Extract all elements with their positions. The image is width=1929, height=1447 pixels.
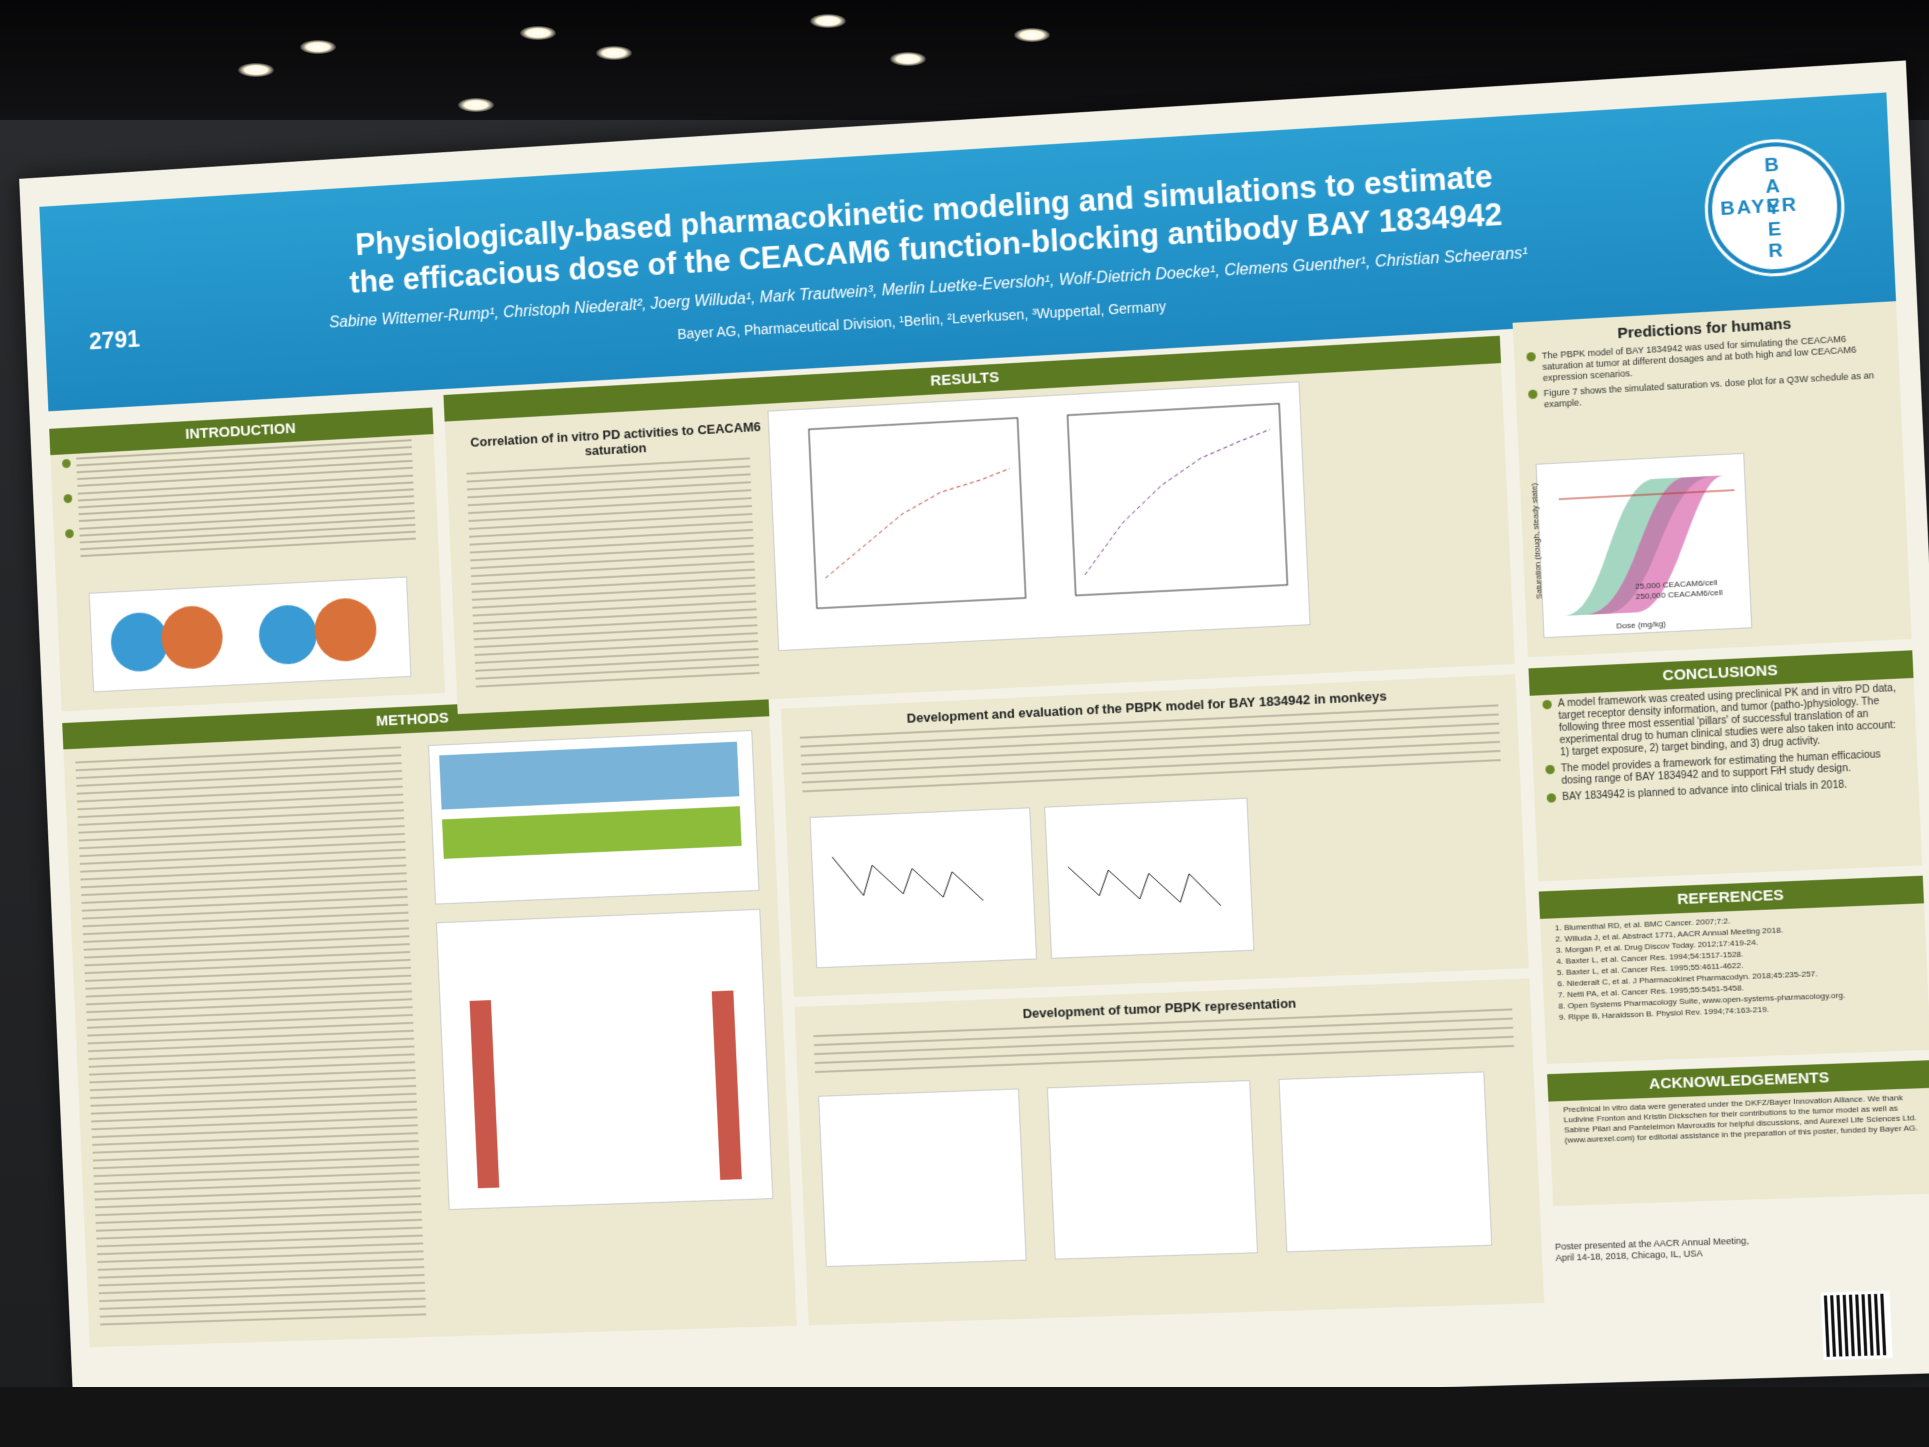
figure-4a-curve	[821, 468, 1014, 578]
ceiling-light	[1014, 28, 1050, 42]
bullet-icon	[63, 494, 72, 503]
methods-panel: METHODS	[62, 689, 797, 1347]
ceiling-light	[890, 52, 926, 66]
correlation-heading: Correlation of in vitro PD activities to…	[469, 419, 764, 465]
figure-4b-axes	[1068, 404, 1288, 596]
workflow-bottom-box	[442, 806, 742, 859]
figure-4b-curve	[1079, 429, 1277, 575]
conclusions-panel: CONCLUSIONS A model framework was create…	[1528, 650, 1922, 881]
acknowledgements-text: Preclinical in vitro data were generated…	[1563, 1092, 1920, 1145]
poster-number: 2791	[89, 326, 141, 356]
introduction-panel: INTRODUCTION	[49, 407, 445, 711]
bullet-icon	[1545, 765, 1555, 775]
tumor-cell-icon	[160, 605, 224, 671]
conclusion-bullet: A model framework was created using prec…	[1542, 683, 1904, 761]
venous-blood-pool	[470, 1000, 500, 1188]
t-cell-icon	[258, 604, 318, 666]
ceiling-light	[238, 63, 274, 77]
figure-5b-svg	[1045, 799, 1253, 958]
bullet-icon	[1526, 352, 1536, 362]
ceiling-light	[520, 26, 556, 40]
figure-5a-svg	[811, 808, 1036, 967]
conclusion-text-1: A model framework was created using prec…	[1558, 683, 1904, 760]
figure-3-schematic	[436, 909, 773, 1210]
bayer-logo: BAYER BAYER	[1705, 138, 1844, 276]
bullet-icon	[65, 529, 74, 538]
figure-4-svg	[768, 382, 1309, 650]
tumor-cell-icon	[313, 597, 377, 663]
logo-text-horizontal: BAYER	[1720, 194, 1799, 221]
figure-5b-line	[1068, 860, 1221, 912]
ceiling-light	[458, 98, 494, 112]
figure-5b-plot	[1044, 798, 1254, 959]
ceiling-light	[810, 14, 846, 28]
acknowledgements-panel: ACKNOWLEDGEMENTS Preclinical in vitro da…	[1547, 1060, 1929, 1206]
t-cell-diagram	[90, 578, 411, 692]
figure-4-plots	[767, 381, 1310, 651]
floor	[0, 1387, 1929, 1447]
results-panel: RESULTS Correlation of in vitro PD activ…	[443, 336, 1514, 714]
figure-2-workflow	[428, 730, 759, 905]
bullet-icon	[1542, 700, 1552, 710]
conference-poster: 2791 Physiologically-based pharmacokinet…	[19, 60, 1929, 1425]
arterial-blood-pool	[712, 990, 742, 1179]
figure-7-plot: Dose (mg/kg) 25,000 CEACAM6/cell 250,000 …	[1536, 453, 1753, 638]
poster-footer: Poster presented at the AACR Annual Meet…	[1555, 1232, 1867, 1264]
predictions-panel: Predictions for humans The PBPK model of…	[1513, 301, 1912, 657]
pbpk-monkey-panel: Development and evaluation of the PBPK m…	[781, 674, 1529, 997]
ceiling-light	[300, 40, 336, 54]
t-cell-icon	[110, 611, 170, 672]
figure-5a-plot	[809, 807, 1037, 968]
ceiling-light	[596, 46, 632, 60]
figure-6a-plot	[818, 1088, 1027, 1267]
tumor-pbpk-panel: Development of tumor PBPK representation	[794, 978, 1544, 1325]
figure-6c-plot	[1278, 1071, 1492, 1252]
bullet-icon	[1528, 390, 1538, 400]
figure-5a-line	[832, 851, 983, 907]
qr-code	[1821, 1290, 1893, 1360]
correlation-text	[466, 457, 759, 689]
figure-1-diagram	[89, 576, 412, 692]
references-list: 1. Blumenthal RD, et al. BMC Cancer. 200…	[1555, 908, 1915, 1023]
logo-text-vertical-letters: BAYER	[1763, 154, 1787, 262]
methods-text-column	[75, 746, 426, 1327]
figure-7-svg	[1537, 454, 1752, 637]
references-panel: REFERENCES 1. Blumenthal RD, et al. BMC …	[1539, 876, 1929, 1064]
bullet-icon	[62, 459, 71, 468]
figure-4a-axes	[809, 418, 1026, 608]
figure-6b-plot	[1047, 1080, 1258, 1260]
bullet-icon	[1547, 793, 1557, 803]
workflow-top-box	[439, 742, 739, 810]
logo-text-vertical: BAYER	[1763, 154, 1787, 262]
